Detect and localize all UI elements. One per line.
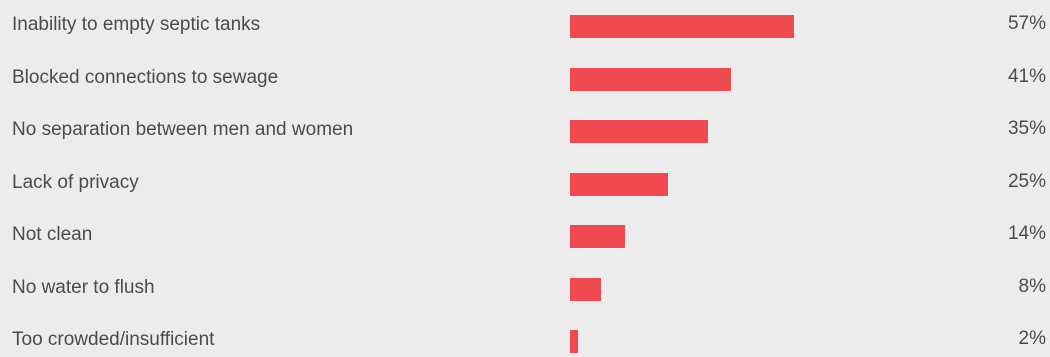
- bar: [570, 120, 708, 143]
- value-label: 35%: [1007, 118, 1046, 139]
- bar-row: Too crowded/insufficient 2%: [0, 317, 1050, 357]
- value-label: 57%: [1007, 13, 1046, 34]
- bar-row: Blocked connections to sewage 41%: [0, 55, 1050, 95]
- category-label: Blocked connections to sewage: [12, 67, 279, 88]
- category-label: No separation between men and women: [12, 119, 354, 140]
- bar-row: Inability to empty septic tanks 57%: [0, 2, 1050, 42]
- category-label: Too crowded/insufficient: [12, 329, 215, 350]
- value-label: 25%: [1007, 171, 1046, 192]
- category-label: Inability to empty septic tanks: [12, 14, 261, 35]
- value-label: 8%: [1018, 276, 1046, 297]
- bar: [570, 225, 625, 248]
- value-label: 14%: [1007, 223, 1046, 244]
- bar: [570, 278, 601, 301]
- value-label: 2%: [1018, 328, 1046, 349]
- bar-row: No water to flush 8%: [0, 265, 1050, 305]
- bar-row: Lack of privacy 25%: [0, 160, 1050, 200]
- category-label: No water to flush: [12, 277, 155, 298]
- category-label: Lack of privacy: [12, 172, 139, 193]
- bar: [570, 173, 668, 196]
- bar: [570, 330, 578, 353]
- value-label: 41%: [1007, 66, 1046, 87]
- bar: [570, 68, 731, 91]
- bar: [570, 15, 794, 38]
- category-label: Not clean: [12, 224, 93, 245]
- bar-row: Not clean 14%: [0, 212, 1050, 252]
- bar-row: No separation between men and women 35%: [0, 107, 1050, 147]
